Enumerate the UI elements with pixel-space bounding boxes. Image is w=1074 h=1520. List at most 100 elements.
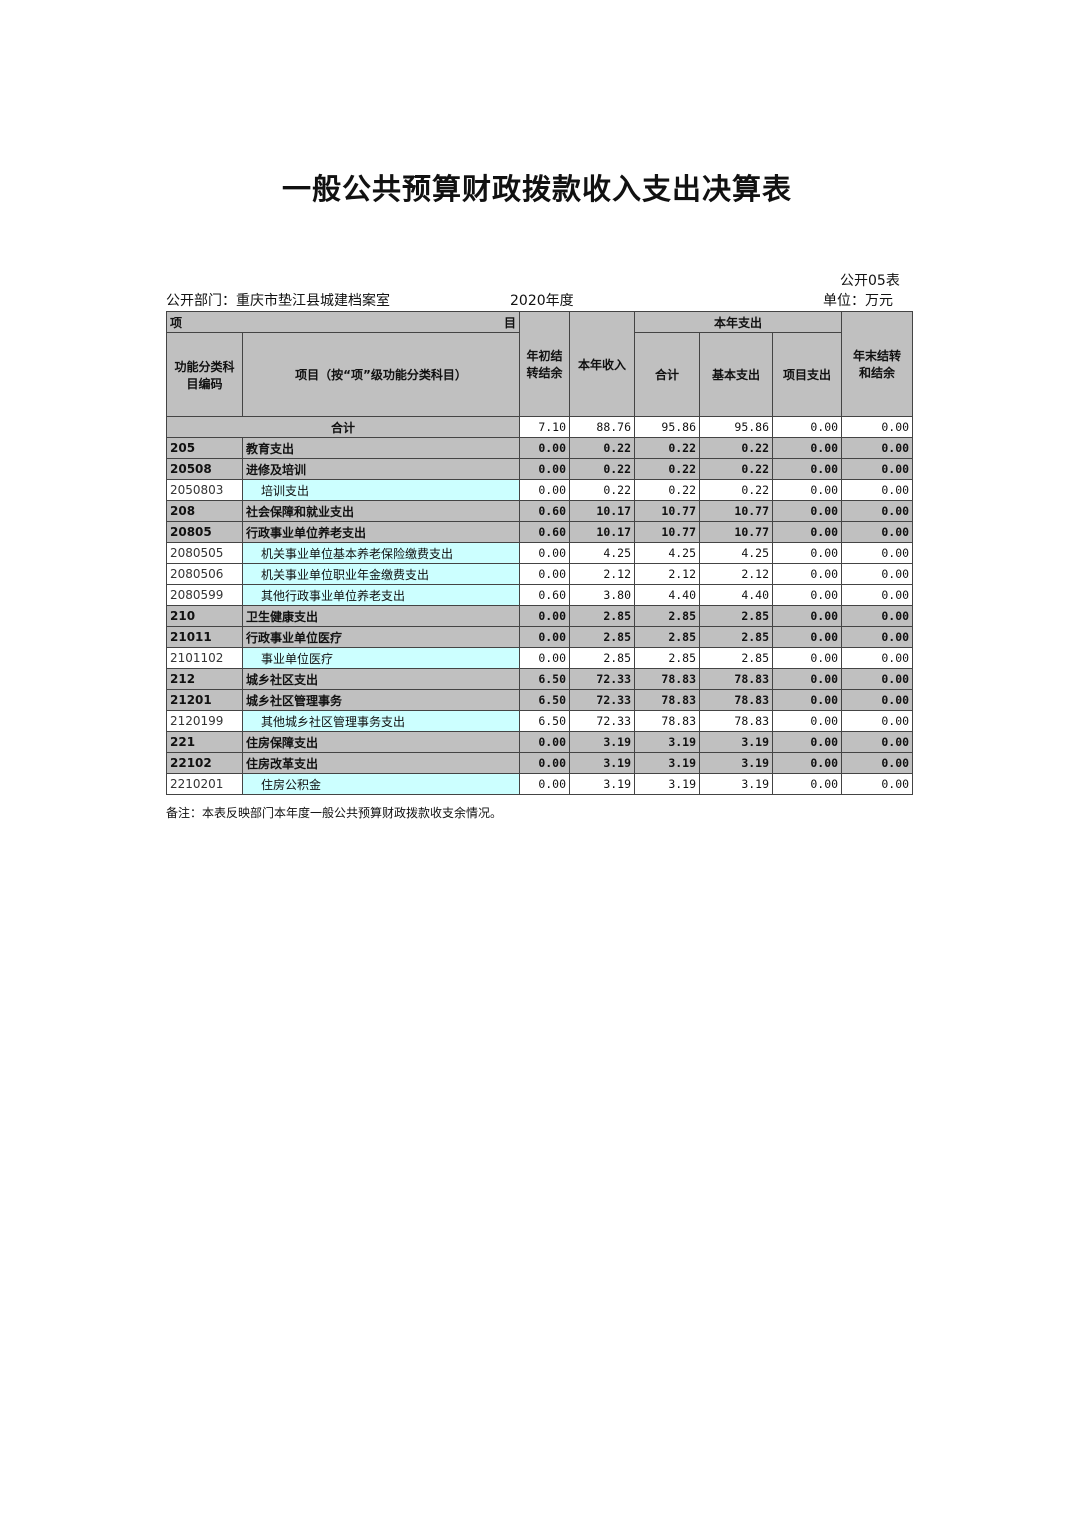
code-cell: 21201 (166, 689, 243, 711)
name-cell: 城乡社区支出 (241, 668, 521, 690)
value-cell: 4.25 (634, 542, 701, 564)
code-cell: 2101102 (166, 647, 243, 669)
header-item: 项目 (165, 311, 521, 333)
value-cell: 3.19 (699, 773, 774, 795)
name-cell: 事业单位医疗 (241, 647, 521, 669)
name-cell: 教育支出 (241, 437, 521, 459)
value-cell: 0.60 (519, 584, 571, 606)
value-cell: 0.00 (772, 521, 843, 543)
header-income: 本年收入 (569, 311, 636, 417)
value-cell: 2.12 (569, 563, 636, 585)
value-cell: 3.19 (569, 773, 636, 795)
value-cell: 10.77 (699, 521, 774, 543)
value-cell: 0.22 (569, 458, 636, 480)
value-cell: 4.40 (634, 584, 701, 606)
value-cell: 72.33 (569, 689, 636, 711)
value-cell: 0.00 (841, 542, 914, 564)
code-cell: 2080505 (166, 542, 243, 564)
header-opening: 年初结转结余 (519, 311, 571, 417)
value-cell: 0.22 (699, 437, 774, 459)
value-cell: 0.00 (841, 605, 914, 627)
value-cell: 2.85 (569, 605, 636, 627)
value-cell: 4.25 (699, 542, 774, 564)
value-cell: 78.83 (634, 710, 701, 732)
name-cell: 卫生健康支出 (241, 605, 521, 627)
code-cell: 212 (166, 668, 243, 690)
value-cell: 10.77 (634, 521, 701, 543)
value-cell: 78.83 (634, 668, 701, 690)
value-cell: 0.60 (519, 521, 571, 543)
value-cell: 10.77 (634, 500, 701, 522)
table-row: 221 住房保障支出 0.00 3.19 3.19 3.19 0.00 0.00 (166, 731, 914, 753)
value-cell: 0.00 (519, 647, 571, 669)
value-cell: 0.00 (772, 731, 843, 753)
header-project: 项目支出 (772, 332, 843, 417)
name-cell: 其他城乡社区管理事务支出 (241, 710, 521, 732)
table-row: 205 教育支出 0.00 0.22 0.22 0.22 0.00 0.00 (166, 437, 914, 459)
value-cell: 0.00 (519, 458, 571, 480)
code-cell: 2080506 (166, 563, 243, 585)
value-cell: 72.33 (569, 668, 636, 690)
value-cell: 0.00 (772, 500, 843, 522)
name-cell: 培训支出 (241, 479, 521, 501)
value-cell: 6.50 (519, 710, 571, 732)
name-cell: 进修及培训 (241, 458, 521, 480)
name-cell: 住房公积金 (241, 773, 521, 795)
name-cell: 机关事业单位基本养老保险缴费支出 (241, 542, 521, 564)
header-closing: 年末结转和结余 (841, 311, 914, 417)
value-cell: 0.22 (569, 437, 636, 459)
code-cell: 21011 (166, 626, 243, 648)
value-cell: 4.25 (569, 542, 636, 564)
table-row: 2080505 机关事业单位基本养老保险缴费支出 0.00 4.25 4.25 4.25 0… (166, 542, 914, 564)
value-cell: 0.00 (772, 668, 843, 690)
table-row: 2120199 其他城乡社区管理事务支出 6.50 72.33 78.83 78.83 0.… (166, 710, 914, 732)
value-cell: 0.00 (841, 647, 914, 669)
value-cell: 0.00 (841, 668, 914, 690)
value-cell: 0.22 (634, 437, 701, 459)
value-cell: 3.19 (699, 731, 774, 753)
value-cell: 0.00 (519, 542, 571, 564)
value-cell: 2.85 (634, 605, 701, 627)
value-cell: 0.00 (519, 626, 571, 648)
value-cell: 0.00 (841, 752, 914, 774)
value-cell: 0.22 (634, 458, 701, 480)
value-cell: 72.33 (569, 710, 636, 732)
value-cell: 0.00 (519, 731, 571, 753)
code-cell: 205 (166, 437, 243, 459)
value-cell: 10.17 (569, 500, 636, 522)
value-cell: 2.85 (699, 605, 774, 627)
value-cell: 0.22 (699, 479, 774, 501)
value-cell: 10.77 (699, 500, 774, 522)
value-cell: 0.00 (519, 479, 571, 501)
value-cell: 78.83 (699, 668, 774, 690)
value-cell: 10.17 (569, 521, 636, 543)
cell: 0.00 (841, 416, 914, 438)
total-label: 合计 (165, 416, 521, 438)
value-cell: 3.19 (699, 752, 774, 774)
table-row: 2080506 机关事业单位职业年金缴费支出 0.00 2.12 2.12 2.12 0.0… (166, 563, 914, 585)
value-cell: 0.00 (841, 437, 914, 459)
code-cell: 2080599 (166, 584, 243, 606)
code-cell: 22102 (166, 752, 243, 774)
unit: 单位：万元 (823, 293, 893, 309)
value-cell: 0.22 (634, 479, 701, 501)
value-cell: 0.00 (772, 710, 843, 732)
header-mu: 目 (504, 315, 517, 330)
cell: 7.10 (519, 416, 571, 438)
department: 公开部门：重庆市垫江县城建档案室 (166, 293, 390, 309)
code-cell: 20805 (166, 521, 243, 543)
value-cell: 0.00 (772, 752, 843, 774)
value-cell: 6.50 (519, 689, 571, 711)
value-cell: 0.00 (772, 542, 843, 564)
code-cell: 20508 (166, 458, 243, 480)
value-cell: 4.40 (699, 584, 774, 606)
value-cell: 0.00 (841, 689, 914, 711)
cell: 0.00 (772, 416, 843, 438)
value-cell: 0.00 (772, 605, 843, 627)
value-cell: 0.00 (772, 584, 843, 606)
name-cell: 城乡社区管理事务 (241, 689, 521, 711)
value-cell: 2.85 (699, 626, 774, 648)
value-cell: 0.22 (699, 458, 774, 480)
value-cell: 0.00 (841, 584, 914, 606)
value-cell: 2.85 (634, 647, 701, 669)
